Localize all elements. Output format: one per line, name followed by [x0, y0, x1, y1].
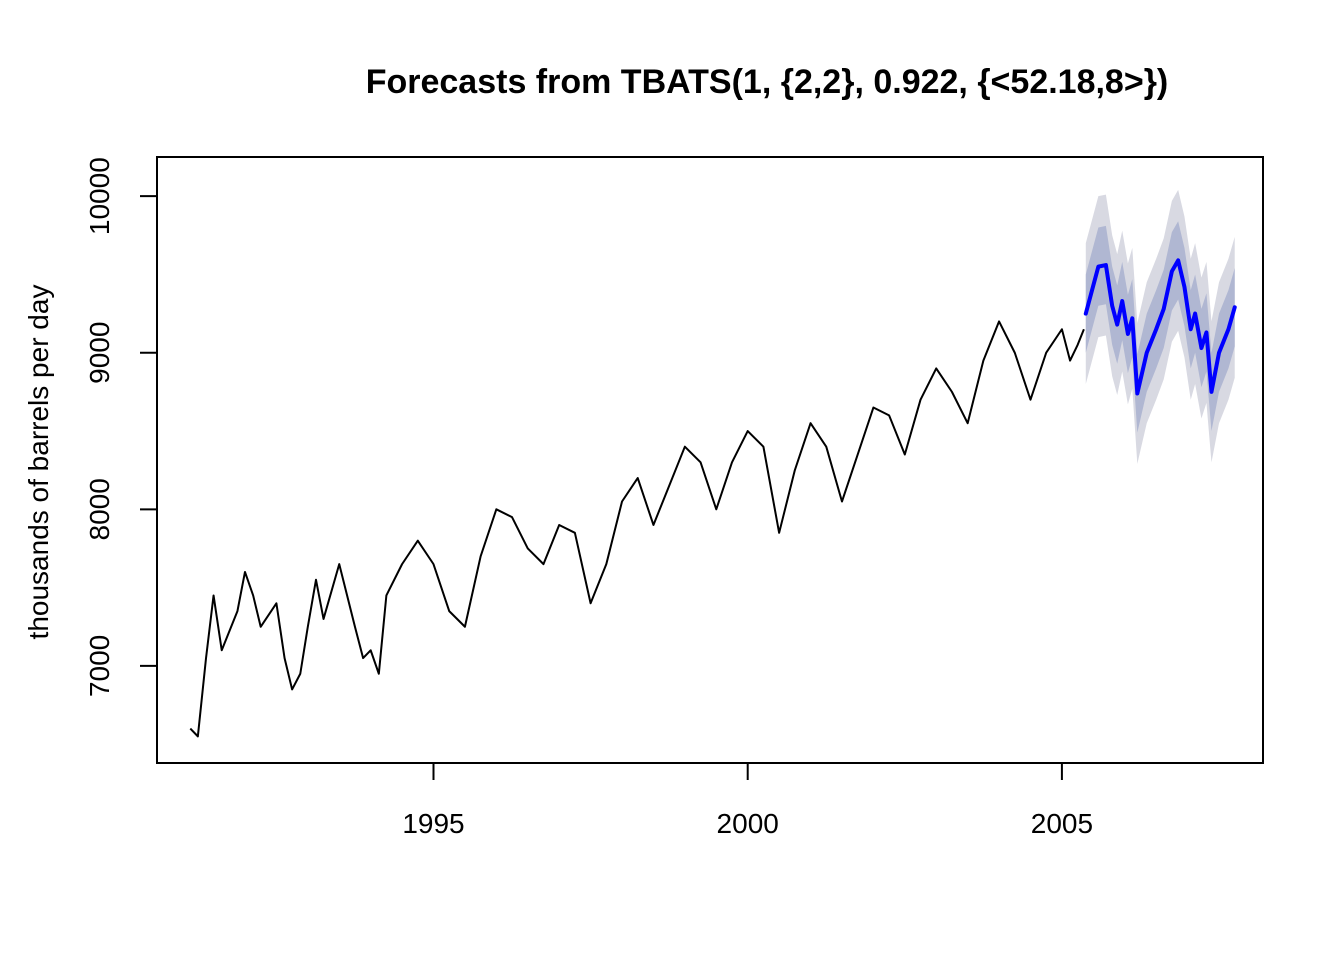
forecast-line-path [1083, 258, 1237, 396]
chart-title: Forecasts from TBATS(1, {2,2}, 0.922, {<… [366, 63, 1169, 101]
y-axis-label: thousands of barrels per day [23, 285, 54, 640]
x-tick-label: 2000 [717, 808, 779, 839]
y-tick-label: 7000 [84, 635, 115, 697]
x-tick-label: 2005 [1031, 808, 1093, 839]
x-tick-label: 1995 [402, 808, 464, 839]
history-series-line [189, 320, 1085, 738]
y-tick-label: 9000 [84, 322, 115, 384]
forecast-series-line [1083, 258, 1237, 396]
plot-area-frame [156, 156, 1264, 764]
forecast-80-interval-area [1085, 221, 1235, 433]
y-axis: 7000 8000 9000 10000 [84, 157, 157, 697]
y-tick-label: 8000 [84, 478, 115, 540]
y-tick-label: 10000 [84, 157, 115, 235]
x-axis: 1995 2000 2005 [402, 763, 1093, 839]
history-line-path [189, 320, 1085, 738]
forecast-80-interval-band [1085, 221, 1235, 433]
